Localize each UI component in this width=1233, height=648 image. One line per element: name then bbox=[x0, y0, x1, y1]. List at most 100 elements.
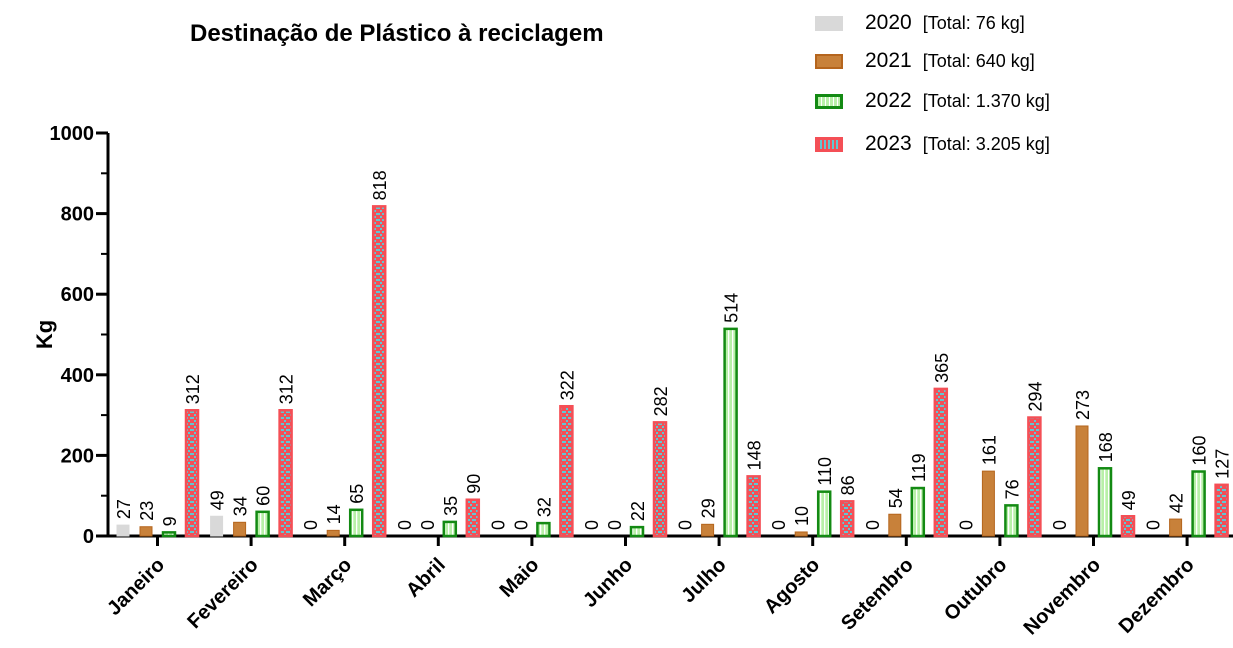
data-label-2021-agosto: 10 bbox=[792, 506, 812, 526]
data-label-2021-novembro: 273 bbox=[1073, 390, 1093, 420]
bar-2022-setembro bbox=[910, 486, 926, 538]
legend-item-2020: 2020 [Total: 76 kg] bbox=[815, 7, 1025, 39]
bar-2022-agosto bbox=[816, 490, 832, 538]
legend-item-2022: 2022 [Total: 1.370 kg] bbox=[815, 85, 1050, 117]
x-tick-label: Julho bbox=[677, 554, 730, 607]
x-tick-label: Fevereiro bbox=[183, 554, 262, 633]
bar-2023-maio bbox=[559, 404, 574, 538]
bar-2023-janeiro bbox=[184, 409, 200, 538]
bar-2021-outubro bbox=[981, 470, 995, 537]
bar-2022-abril bbox=[442, 520, 458, 538]
y-tick-label: 1000 bbox=[50, 123, 95, 145]
data-label-2021-fevereiro: 34 bbox=[231, 496, 251, 516]
data-label-2020-outubro: 0 bbox=[956, 520, 976, 530]
data-label-2021-outubro: 161 bbox=[979, 435, 999, 465]
chart-title: Destinação de Plástico à reciclagem bbox=[190, 20, 604, 47]
bar-2023-março bbox=[371, 205, 387, 538]
legend-swatch-2023 bbox=[815, 136, 843, 152]
data-label-2020-junho: 0 bbox=[582, 520, 602, 530]
data-label-2022-dezembro: 160 bbox=[1190, 435, 1210, 465]
legend-total-2021: [Total: 640 kg] bbox=[922, 51, 1035, 71]
data-label-2023-maio: 322 bbox=[557, 370, 577, 400]
bar-2021-fevereiro bbox=[233, 521, 247, 537]
data-label-2023-abril: 90 bbox=[464, 474, 484, 494]
legend-label-2021: 2021 bbox=[865, 49, 912, 72]
bar-2022-março bbox=[348, 508, 364, 538]
data-label-2022-janeiro: 9 bbox=[160, 516, 180, 526]
bar-2022-dezembro bbox=[1191, 470, 1206, 538]
data-label-2021-julho: 29 bbox=[699, 498, 719, 518]
x-tick-label: Outubro bbox=[940, 554, 1011, 625]
bar-2020-fevereiro bbox=[210, 515, 224, 537]
data-label-2022-novembro: 168 bbox=[1096, 432, 1116, 462]
x-tick-label: Setembro bbox=[837, 554, 918, 635]
legend-total-2020: [Total: 76 kg] bbox=[922, 13, 1025, 33]
legend-total-2023: [Total: 3.205 kg] bbox=[922, 134, 1050, 154]
x-tick-label: Maio bbox=[496, 554, 544, 602]
x-tick-label: Dezembro bbox=[1115, 554, 1199, 638]
data-label-2020-maio: 0 bbox=[488, 520, 508, 530]
data-label-2023-julho: 148 bbox=[745, 440, 765, 470]
legend-item-2023: 2023 [Total: 3.205 kg] bbox=[815, 128, 1050, 160]
bar-2022-outubro bbox=[1004, 504, 1019, 538]
bar-2022-junho bbox=[629, 525, 645, 538]
data-label-2020-fevereiro: 49 bbox=[208, 490, 228, 510]
bar-2022-julho bbox=[723, 327, 738, 538]
y-tick-label: 400 bbox=[61, 365, 94, 387]
bar-2023-agosto bbox=[839, 500, 855, 538]
legend-label-2020: 2020 bbox=[865, 11, 912, 34]
data-label-2023-janeiro: 312 bbox=[183, 374, 203, 404]
data-label-2020-abril: 0 bbox=[395, 520, 415, 530]
bar-2023-fevereiro bbox=[278, 409, 293, 538]
x-tick-label: Novembro bbox=[1020, 554, 1105, 639]
bar-2021-setembro bbox=[888, 513, 902, 537]
data-label-2021-janeiro: 23 bbox=[137, 501, 157, 521]
data-label-2020-agosto: 0 bbox=[769, 520, 789, 530]
data-label-2022-julho: 514 bbox=[722, 293, 742, 323]
bar-2022-maio bbox=[536, 521, 551, 538]
bar-2021-julho bbox=[701, 523, 715, 537]
bar-2023-julho bbox=[746, 475, 761, 538]
y-tick-label: 200 bbox=[61, 445, 94, 467]
bar-2021-novembro bbox=[1075, 425, 1089, 537]
data-label-2021-março: 14 bbox=[324, 504, 344, 524]
data-label-2023-agosto: 86 bbox=[838, 475, 858, 495]
data-label-2023-outubro: 294 bbox=[1025, 381, 1045, 411]
bar-2021-março bbox=[326, 529, 340, 537]
data-label-2022-outubro: 76 bbox=[1002, 479, 1022, 499]
legend-item-2021: 2021 [Total: 640 kg] bbox=[815, 45, 1035, 77]
x-tick-label: Janeiro bbox=[103, 554, 169, 620]
data-label-2021-junho: 0 bbox=[605, 520, 625, 530]
x-tick-label: Agosto bbox=[760, 554, 824, 618]
bar-2022-janeiro bbox=[161, 531, 177, 538]
bar-2021-dezembro bbox=[1169, 518, 1183, 537]
x-tick-label: Junho bbox=[579, 554, 637, 612]
data-label-2020-janeiro: 27 bbox=[114, 499, 134, 519]
legend-label-2023: 2023 bbox=[865, 132, 912, 155]
data-label-2023-dezembro: 127 bbox=[1213, 449, 1233, 479]
data-label-2022-agosto: 110 bbox=[815, 457, 835, 486]
y-tick-label: 800 bbox=[61, 204, 94, 226]
bar-2021-janeiro bbox=[139, 526, 153, 537]
bar-2023-outubro bbox=[1027, 416, 1042, 538]
data-label-2023-março: 818 bbox=[370, 170, 390, 200]
bar-2021-agosto bbox=[794, 531, 808, 537]
data-label-2020-setembro: 0 bbox=[863, 520, 883, 530]
legend-swatch-2021 bbox=[815, 53, 843, 69]
data-label-2020-dezembro: 0 bbox=[1144, 520, 1164, 530]
data-label-2023-setembro: 365 bbox=[932, 353, 952, 383]
bar-2023-junho bbox=[652, 421, 668, 538]
data-label-2022-maio: 32 bbox=[534, 497, 554, 517]
bar-2023-dezembro bbox=[1214, 483, 1229, 538]
data-label-2021-setembro: 54 bbox=[886, 488, 906, 508]
bar-2020-janeiro bbox=[116, 524, 130, 537]
data-label-2020-novembro: 0 bbox=[1050, 520, 1070, 530]
data-label-2022-setembro: 119 bbox=[909, 453, 929, 482]
bar-2023-setembro bbox=[933, 387, 949, 538]
y-tick-label: 600 bbox=[61, 284, 94, 306]
data-label-2020-julho: 0 bbox=[676, 520, 696, 530]
x-tick-label: Março bbox=[299, 554, 356, 611]
data-label-2022-fevereiro: 60 bbox=[254, 486, 274, 506]
